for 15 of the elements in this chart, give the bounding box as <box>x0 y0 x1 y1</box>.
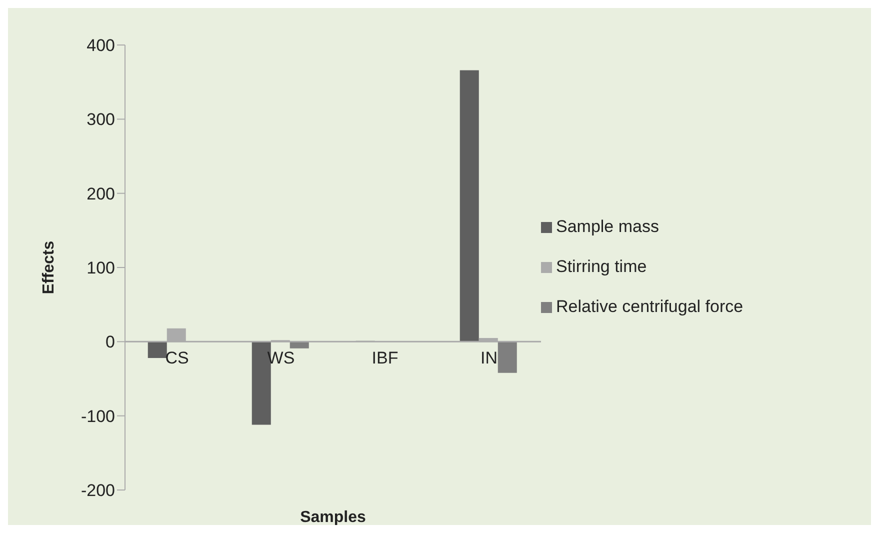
y-tick-label: 300 <box>86 110 115 130</box>
x-tick-label: IBF <box>372 348 398 368</box>
x-tick-label: IN <box>480 348 498 368</box>
legend-label: Stirring time <box>556 256 647 276</box>
y-tick-label: 200 <box>86 184 115 204</box>
y-axis-title: Effects <box>40 240 58 294</box>
y-tick-label: 0 <box>106 332 115 352</box>
legend-label: Relative centrifugal force <box>556 296 744 316</box>
y-tick-label: 100 <box>86 258 115 278</box>
y-tick-label: -100 <box>80 406 115 426</box>
legend-label: Sample mass <box>556 216 659 236</box>
y-tick-label: -200 <box>80 481 115 500</box>
x-axis-title: Samples <box>300 509 366 526</box>
y-tick-label: 400 <box>86 36 115 56</box>
x-tick-label: CS <box>165 348 189 368</box>
